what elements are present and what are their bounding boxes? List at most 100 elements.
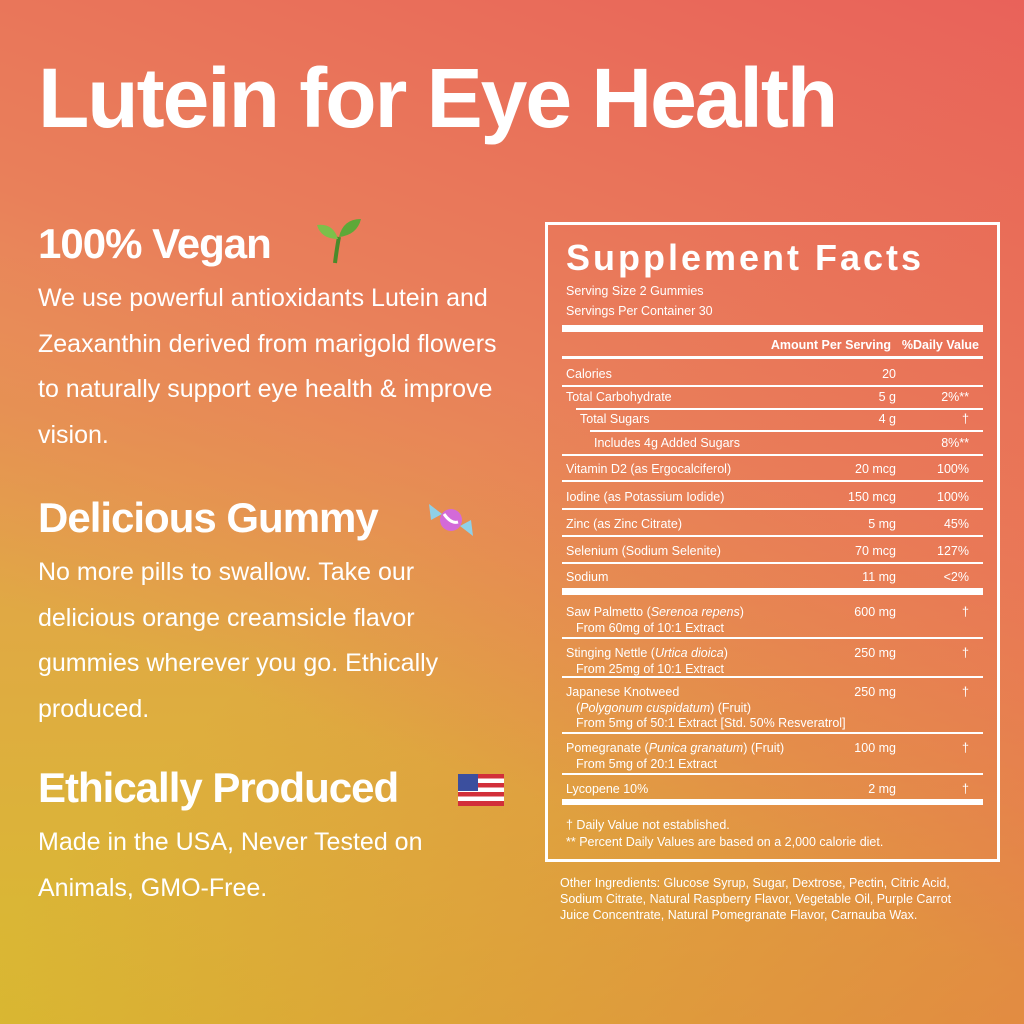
herb-detail: From 5mg of 50:1 Extract [Std. 50% Resve… — [576, 716, 846, 730]
herb-row: Japanese Knotweed 250 mg † — [566, 684, 979, 700]
herb-name: ( — [576, 701, 581, 715]
facts-row: Iodine (as Potassium Iodide) 150 mcg 100% — [566, 489, 979, 505]
footnote: ** Percent Daily Values are based on a 2… — [566, 835, 884, 849]
daily-value: <2% — [943, 570, 969, 584]
feature-body: We use powerful antioxidants Lutein and … — [38, 284, 497, 449]
nutrient: Total Sugars — [580, 412, 650, 426]
nutrient: Includes 4g Added Sugars — [594, 436, 740, 450]
herb-name: Pomegranate ( — [566, 741, 649, 755]
rule — [562, 356, 983, 359]
herb-detail: From 25mg of 10:1 Extract — [576, 662, 724, 676]
herb-name: ) — [739, 605, 744, 619]
nutrient: Vitamin D2 (as Ergocalciferol) — [566, 462, 732, 476]
header: Amount Per Serving %Daily Value — [566, 337, 979, 353]
herb-name: ) (Fruit) — [710, 701, 752, 715]
facts-row: Zinc (as Zinc Citrate) 5 mg 45% — [566, 516, 979, 532]
amount: 5 g — [878, 390, 896, 404]
daily-value: 127% — [937, 544, 969, 558]
daily-value: † — [962, 741, 969, 755]
amount: 150 mcg — [848, 490, 896, 504]
header-cell: %Daily Value — [901, 338, 979, 352]
facts-row: Total Carbohydrate 5 g 2%** — [566, 389, 979, 405]
herb-name: Japanese Knotweed — [566, 685, 680, 699]
herb-row: Pomegranate (Punica granatum) (Fruit) 100… — [566, 740, 979, 756]
facts-row: Total Sugars 4 g † — [566, 411, 979, 427]
facts-row: Selenium (Sodium Selenite) 70 mcg 127% — [566, 543, 979, 559]
nutrient: Total Carbohydrate — [566, 390, 672, 404]
rule — [576, 408, 983, 410]
amount: 5 mg — [868, 517, 896, 531]
feature: Ethically Produced Made in the USA, Never… — [38, 764, 513, 911]
servings: Servings Per Container 30 — [566, 304, 713, 318]
amount: 600 mg — [854, 605, 896, 619]
herb-detail: From 5mg of 20:1 Extract — [576, 757, 718, 771]
nutrient: Sodium — [566, 570, 609, 584]
daily-value: † — [962, 605, 969, 619]
feature: 100% Vegan We use powerful antioxidants L… — [38, 220, 513, 458]
daily-value: 8%** — [941, 436, 969, 450]
serving-size: Serving Size 2 Gummies — [566, 284, 704, 298]
amount: 100 mg — [854, 741, 896, 755]
rule — [590, 430, 983, 432]
feature-body: Made in the USA, Never Tested on Animals… — [38, 828, 423, 902]
nutrient: Iodine (as Potassium Iodide) — [566, 490, 725, 504]
rule — [562, 676, 983, 678]
herb-name: Lycopene 10% — [566, 782, 649, 796]
herb-detail: From 60mg of 10:1 Extract — [576, 621, 724, 635]
facts-row: Includes 4g Added Sugars 8%** — [566, 435, 979, 451]
herb-name: Saw Palmetto ( — [566, 605, 651, 619]
feature-heading: Ethically Produced — [38, 764, 399, 811]
daily-value: † — [962, 646, 969, 660]
other-ingredients: Other Ingredients: Glucose Syrup, Sugar,… — [560, 876, 952, 922]
herb-latin-line: (Polygonum cuspidatum) (Fruit) — [566, 700, 979, 716]
amount: 20 mcg — [855, 462, 896, 476]
amount: 11 mg — [862, 570, 896, 584]
amount: 4 g — [878, 412, 896, 426]
rule — [562, 732, 983, 734]
amount: 2 mg — [868, 782, 896, 796]
nutrient: Zinc (as Zinc Citrate) — [566, 517, 682, 531]
daily-value: 2%** — [941, 390, 969, 404]
supplement-facts: Supplement Facts Serving Size 2 Gummies … — [545, 222, 1000, 862]
facts-row: Calories 20 — [566, 366, 979, 382]
candy-icon — [429, 504, 473, 536]
rule — [562, 588, 983, 595]
nutrient: Selenium (Sodium Selenite) — [566, 544, 721, 558]
title: Lutein for Eye Health — [38, 51, 838, 145]
feature-body: No more pills to swallow. Take our delic… — [38, 558, 439, 723]
rule — [562, 799, 983, 805]
herb-latin: Urtica dioica — [654, 646, 724, 660]
amount: 250 mg — [854, 685, 896, 699]
herb-latin: Polygonum cuspidatum — [580, 701, 711, 715]
amount: 20 — [882, 367, 896, 381]
header-cell: Amount Per Serving — [770, 338, 891, 352]
facts-title: Supplement Facts — [566, 237, 925, 278]
rule — [562, 325, 983, 332]
footnote: † Daily Value not established. — [566, 818, 730, 832]
herb-latin: Serenoa repens — [650, 605, 740, 619]
herb-row: Stinging Nettle (Urtica dioica) 250 mg † — [566, 645, 979, 661]
daily-value: 45% — [943, 517, 969, 531]
rule — [562, 454, 983, 456]
facts-row: Vitamin D2 (as Ergocalciferol) 20 mcg 100% — [566, 461, 979, 477]
facts-row: Sodium 11 mg <2% — [566, 569, 979, 585]
daily-value: † — [962, 782, 969, 796]
amount: 70 mcg — [855, 544, 896, 558]
feature: Delicious Gummy No more pills to swallow.… — [38, 494, 513, 732]
amount: 250 mg — [854, 646, 896, 660]
daily-value: † — [962, 412, 969, 426]
rule — [562, 508, 983, 510]
daily-value: 100% — [937, 462, 969, 476]
feature-heading: 100% Vegan — [38, 220, 272, 267]
herb-name: ) (Fruit) — [743, 741, 785, 755]
herb-row: Lycopene 10% 2 mg † — [566, 781, 979, 797]
herb-name: ) — [723, 646, 728, 660]
rule — [562, 773, 983, 775]
feature-heading: Delicious Gummy — [38, 494, 379, 541]
rule — [562, 535, 983, 537]
flag-icon — [458, 774, 504, 806]
herb-name: Stinging Nettle ( — [566, 646, 655, 660]
rule — [562, 562, 983, 564]
daily-value: † — [962, 685, 969, 699]
